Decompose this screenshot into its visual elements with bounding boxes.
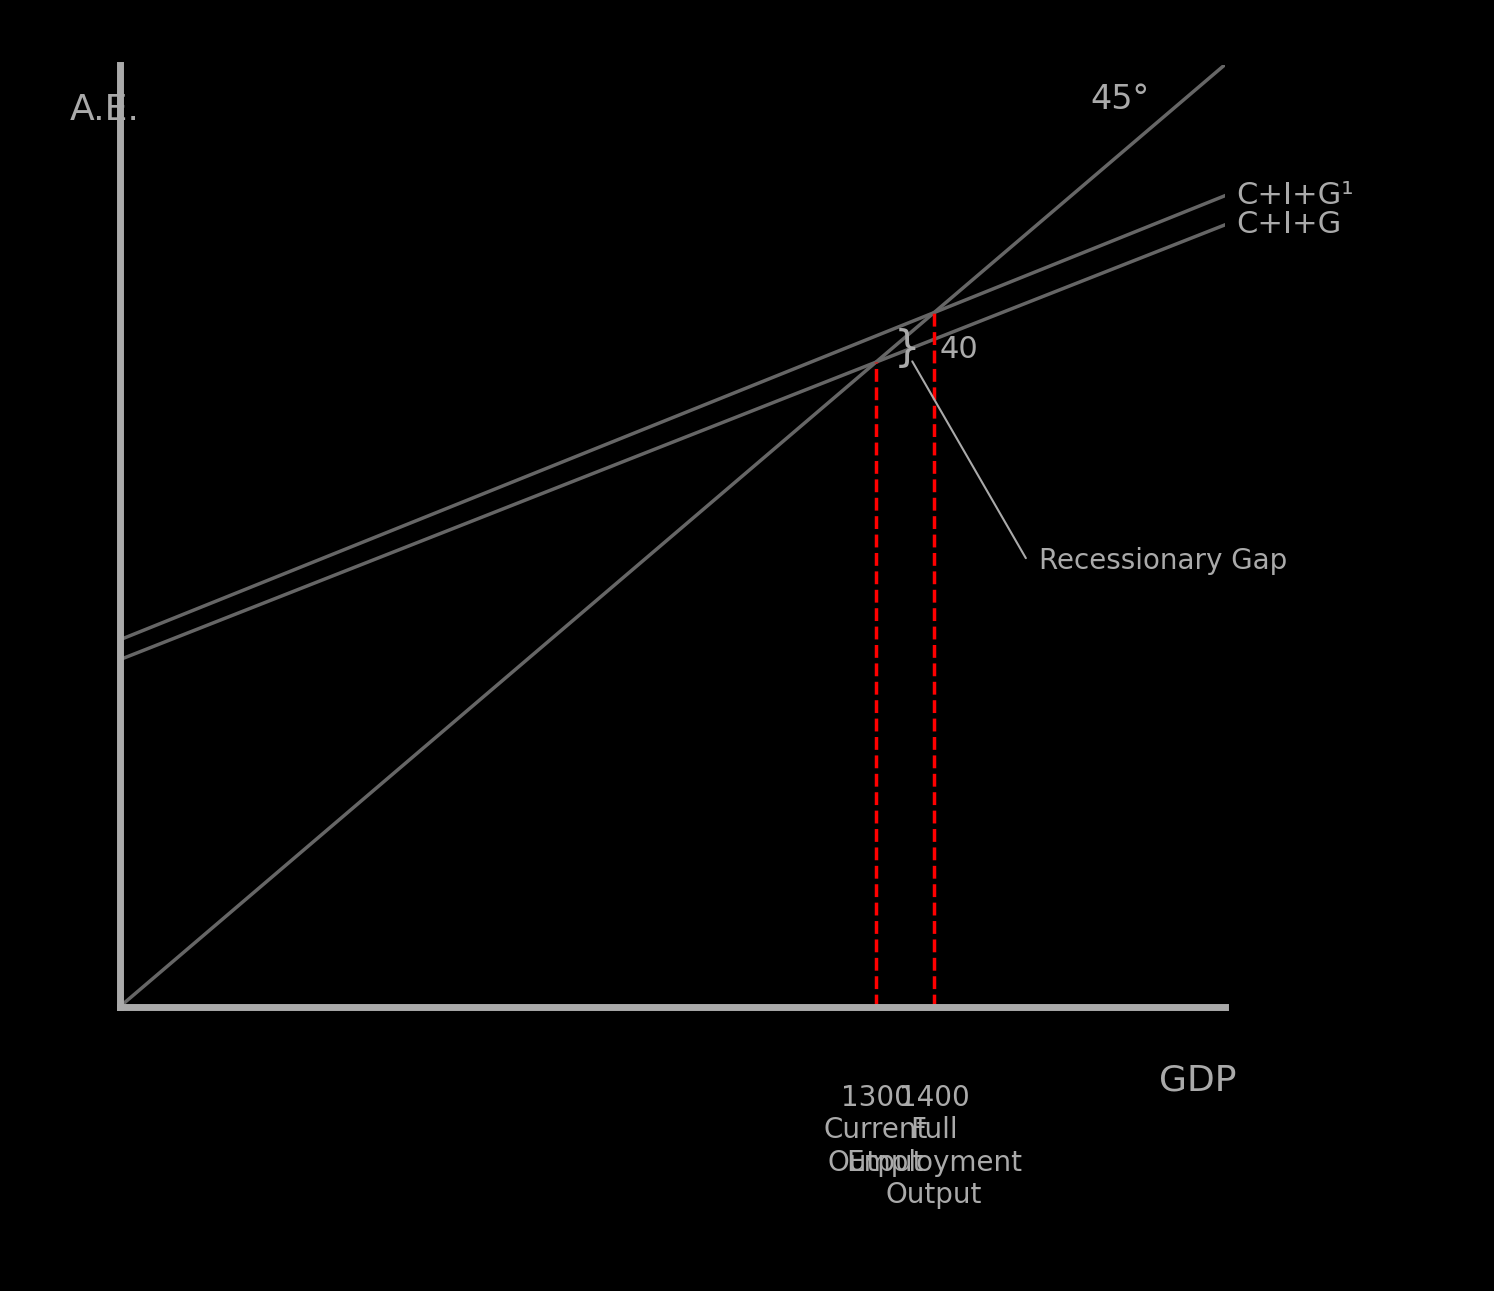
Text: 1300
Current
Output: 1300 Current Output xyxy=(823,1084,928,1176)
Text: C+I+G: C+I+G xyxy=(1236,210,1342,239)
Text: 1400
Full
Employment
Output: 1400 Full Employment Output xyxy=(846,1084,1022,1210)
Text: C+I+G¹: C+I+G¹ xyxy=(1236,181,1354,210)
Text: A.E.: A.E. xyxy=(70,93,139,127)
Text: 40: 40 xyxy=(940,334,979,364)
Text: Recessionary Gap: Recessionary Gap xyxy=(1038,546,1288,574)
Text: 45°: 45° xyxy=(1091,83,1150,116)
Text: }: } xyxy=(893,328,920,371)
Text: GDP: GDP xyxy=(1159,1064,1236,1097)
